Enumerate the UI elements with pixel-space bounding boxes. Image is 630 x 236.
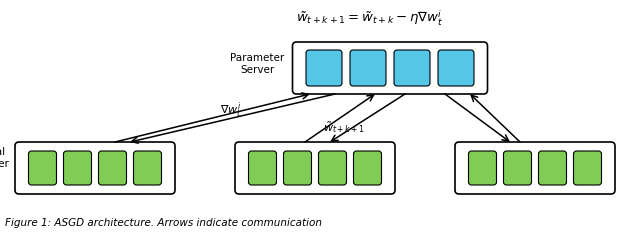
FancyBboxPatch shape [284, 151, 311, 185]
FancyBboxPatch shape [15, 142, 175, 194]
FancyBboxPatch shape [134, 151, 161, 185]
FancyBboxPatch shape [503, 151, 532, 185]
FancyBboxPatch shape [353, 151, 382, 185]
FancyBboxPatch shape [28, 151, 57, 185]
FancyBboxPatch shape [469, 151, 496, 185]
FancyBboxPatch shape [350, 50, 386, 86]
FancyBboxPatch shape [248, 151, 277, 185]
FancyBboxPatch shape [306, 50, 342, 86]
Text: $\tilde{w}_{t+k+1}$: $\tilde{w}_{t+k+1}$ [323, 121, 365, 135]
FancyBboxPatch shape [319, 151, 347, 185]
Text: Figure 1: ASGD architecture. Arrows indicate communication: Figure 1: ASGD architecture. Arrows indi… [5, 218, 322, 228]
FancyBboxPatch shape [539, 151, 566, 185]
FancyBboxPatch shape [64, 151, 91, 185]
FancyBboxPatch shape [235, 142, 395, 194]
FancyBboxPatch shape [455, 142, 615, 194]
FancyBboxPatch shape [98, 151, 127, 185]
FancyBboxPatch shape [292, 42, 488, 94]
Text: Parameter
Server: Parameter Server [230, 53, 285, 75]
Text: $\nabla w_t^i$: $\nabla w_t^i$ [220, 100, 242, 120]
Text: $\tilde{w}_{t+k+1} = \tilde{w}_{t+k} - \eta \nabla w_t^i$: $\tilde{w}_{t+k+1} = \tilde{w}_{t+k} - \… [296, 8, 444, 28]
Text: Local
Worker: Local Worker [0, 147, 10, 169]
FancyBboxPatch shape [573, 151, 602, 185]
FancyBboxPatch shape [438, 50, 474, 86]
FancyBboxPatch shape [394, 50, 430, 86]
